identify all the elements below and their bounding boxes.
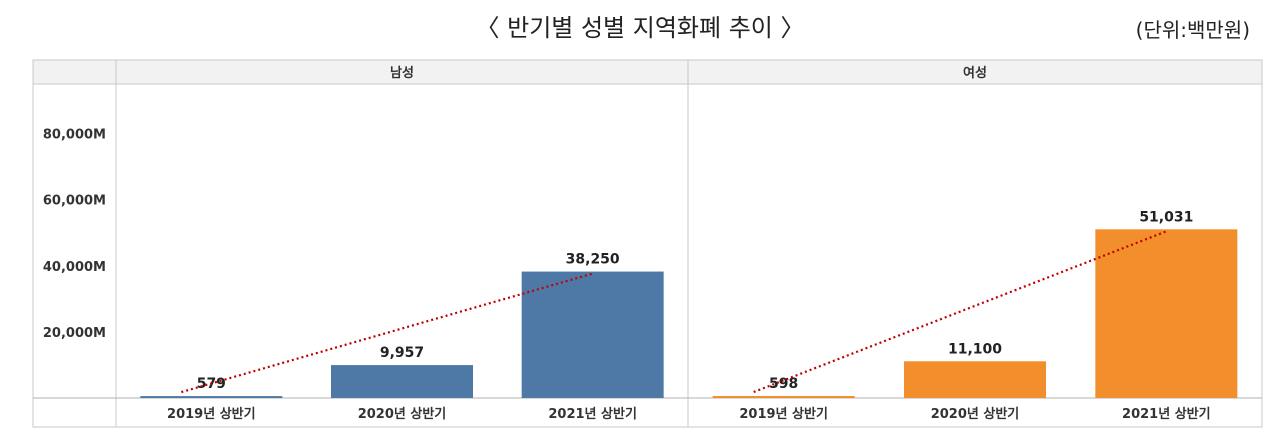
chart-title: 〈 반기별 성별 지역화폐 추이 〉 [475, 14, 805, 42]
bar [140, 396, 283, 398]
category-label: 2021년 상반기 [1122, 406, 1211, 422]
panel-header-band [33, 60, 1262, 84]
data-label: 598 [769, 376, 798, 392]
category-label: 2019년 상반기 [739, 406, 828, 422]
bar [331, 365, 473, 398]
category-label: 2021년 상반기 [548, 406, 637, 422]
unit-label: (단위:백만원) [1135, 18, 1250, 42]
y-tick-label: 40,000M [43, 260, 106, 275]
data-label: 9,957 [380, 345, 424, 361]
category-label: 2020년 상반기 [358, 406, 447, 422]
data-label: 11,100 [948, 341, 1002, 357]
y-tick-label: 60,000M [43, 194, 106, 209]
y-tick-label: 80,000M [43, 128, 106, 143]
category-label: 2019년 상반기 [167, 406, 256, 422]
y-tick-label: 20,000M [43, 326, 106, 341]
chart-frame [32, 59, 1263, 428]
category-label: 2020년 상반기 [931, 406, 1020, 422]
data-label: 38,250 [566, 252, 620, 268]
trend-line [753, 230, 1167, 394]
bar [904, 361, 1046, 398]
panel-header-label: 남성 [390, 65, 414, 81]
bar [521, 271, 664, 398]
bar [1095, 229, 1238, 398]
bar [712, 396, 855, 398]
data-label: 51,031 [1139, 209, 1193, 225]
panel-header-label: 여성 [963, 65, 987, 81]
trend-line [181, 272, 593, 394]
